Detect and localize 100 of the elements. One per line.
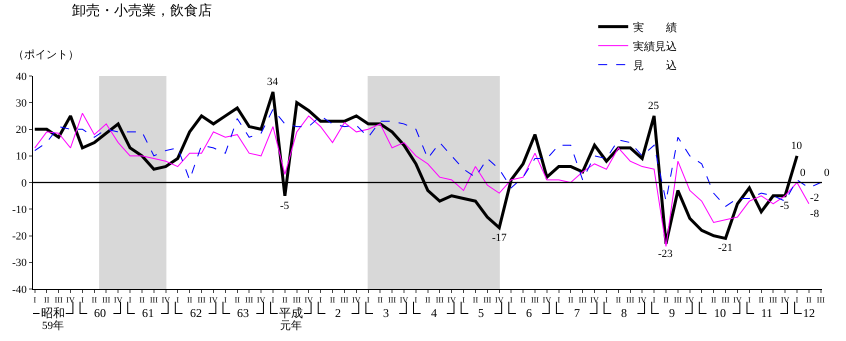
x-tick-label: IV [162, 296, 170, 305]
text: 昭和 [41, 306, 65, 320]
text: 59年 [42, 320, 64, 332]
x-tick-label: II [44, 296, 50, 305]
data-label: -2 [810, 192, 820, 204]
x-tick-label: IV [542, 296, 552, 305]
x-tick-label: I [462, 296, 466, 305]
data-label: -23 [658, 248, 674, 260]
text: 10 [714, 306, 726, 320]
text: 6 [526, 306, 532, 320]
chart-title: 卸売・小売業，飲食店 [72, 2, 212, 19]
x-tick-label: I [700, 296, 704, 305]
x-tick-label: IV [256, 296, 266, 305]
text: 4 [431, 306, 437, 320]
x-tick-label: I [81, 296, 84, 305]
x-tick-label: III [436, 296, 444, 305]
data-label: -8 [810, 208, 820, 220]
data-label: -17 [492, 232, 508, 244]
x-tick-label: IV [638, 296, 647, 305]
data-label: -5 [280, 200, 290, 212]
x-tick-label: II [758, 296, 764, 305]
x-tick-label: III [769, 296, 778, 305]
x-tick-label: II [234, 296, 240, 305]
x-tick-label: IV [209, 296, 218, 305]
text: 12 [803, 306, 815, 320]
x-tick-label: II [663, 296, 669, 305]
data-label: -21 [718, 242, 733, 254]
x-tick-label: III [530, 296, 540, 305]
x-tick-label: II [806, 296, 812, 305]
y-axis-title: （ポイント） [13, 49, 79, 61]
text: 8 [621, 306, 627, 320]
x-tick-label: II [568, 296, 574, 305]
text: 3 [383, 306, 389, 320]
x-tick-label: I [414, 296, 418, 305]
x-tick-label: III [626, 296, 635, 305]
x-tick-label: IV [304, 296, 314, 305]
x-tick-label: IV [780, 296, 790, 305]
x-tick-label: I [319, 296, 322, 305]
x-tick-label: III [54, 296, 63, 305]
x-tick-label: IV [400, 296, 408, 305]
x-tick-label: II [710, 296, 717, 305]
x-tick-label: I [176, 296, 180, 305]
data-label: 0 [800, 167, 806, 179]
x-tick-label: I [272, 296, 275, 305]
x-tick-label: II [186, 296, 193, 305]
x-tick-label: I [224, 296, 228, 305]
x-tick-label: I [748, 296, 752, 305]
x-tick-label: III [245, 296, 254, 305]
x-tick-label: IV [733, 296, 742, 305]
x-tick-label: I [510, 296, 513, 305]
text: 5 [478, 306, 484, 320]
text: 9 [669, 306, 675, 320]
x-tick-label: I [366, 296, 370, 305]
x-tick-label: II [472, 296, 478, 305]
legend-label: 見 込 [633, 58, 678, 72]
y-tick-label: 20 [16, 124, 28, 136]
data-label: 0 [824, 167, 830, 179]
x-tick-label: III [483, 296, 492, 305]
x-tick-label: I [796, 296, 799, 305]
x-tick-label: IV [66, 296, 75, 305]
x-tick-label: II [377, 296, 384, 305]
x-tick-label: III [674, 296, 682, 305]
data-label: 10 [791, 140, 802, 152]
x-tick-label: IV [447, 296, 456, 305]
y-tick-label: -10 [12, 204, 28, 216]
x-tick-label: III [102, 296, 111, 305]
text: 7 [574, 306, 580, 320]
x-tick-label: III [150, 296, 158, 305]
text: 平成 [279, 306, 303, 320]
x-tick-label: II [92, 296, 98, 305]
text: 元年 [280, 320, 302, 332]
x-tick-label: III [816, 296, 826, 305]
x-tick-label: II [616, 296, 622, 305]
x-tick-label: III [722, 296, 730, 305]
x-tick-label: IV [352, 296, 361, 305]
x-tick-label: II [330, 296, 336, 305]
y-tick-label: 10 [16, 150, 28, 163]
y-tick-label: 40 [16, 70, 28, 83]
data-label: -5 [780, 200, 790, 212]
x-tick-label: I [605, 296, 608, 305]
y-tick-label: -20 [12, 230, 28, 243]
x-tick-label: II [282, 296, 288, 305]
x-tick-label: I [557, 296, 560, 305]
x-tick-label: II [139, 296, 145, 305]
y-tick-label: -40 [12, 284, 28, 296]
x-tick-label: IV [590, 296, 599, 305]
x-tick-label: IV [686, 296, 694, 305]
x-tick-label: II [520, 296, 526, 305]
y-tick-label: 0 [21, 177, 28, 190]
text: 61 [142, 306, 154, 320]
legend-label: 実績見込 [633, 40, 678, 53]
x-tick-label: I [652, 296, 656, 305]
y-tick-label: 30 [16, 97, 28, 110]
x-tick-label: III [388, 296, 396, 305]
x-tick-label: I [128, 296, 132, 305]
text: 2 [335, 306, 341, 320]
text: 60 [94, 306, 106, 320]
x-tick-label: III [198, 296, 206, 305]
y-tick-label: -30 [12, 257, 28, 270]
text: 62 [190, 306, 202, 320]
